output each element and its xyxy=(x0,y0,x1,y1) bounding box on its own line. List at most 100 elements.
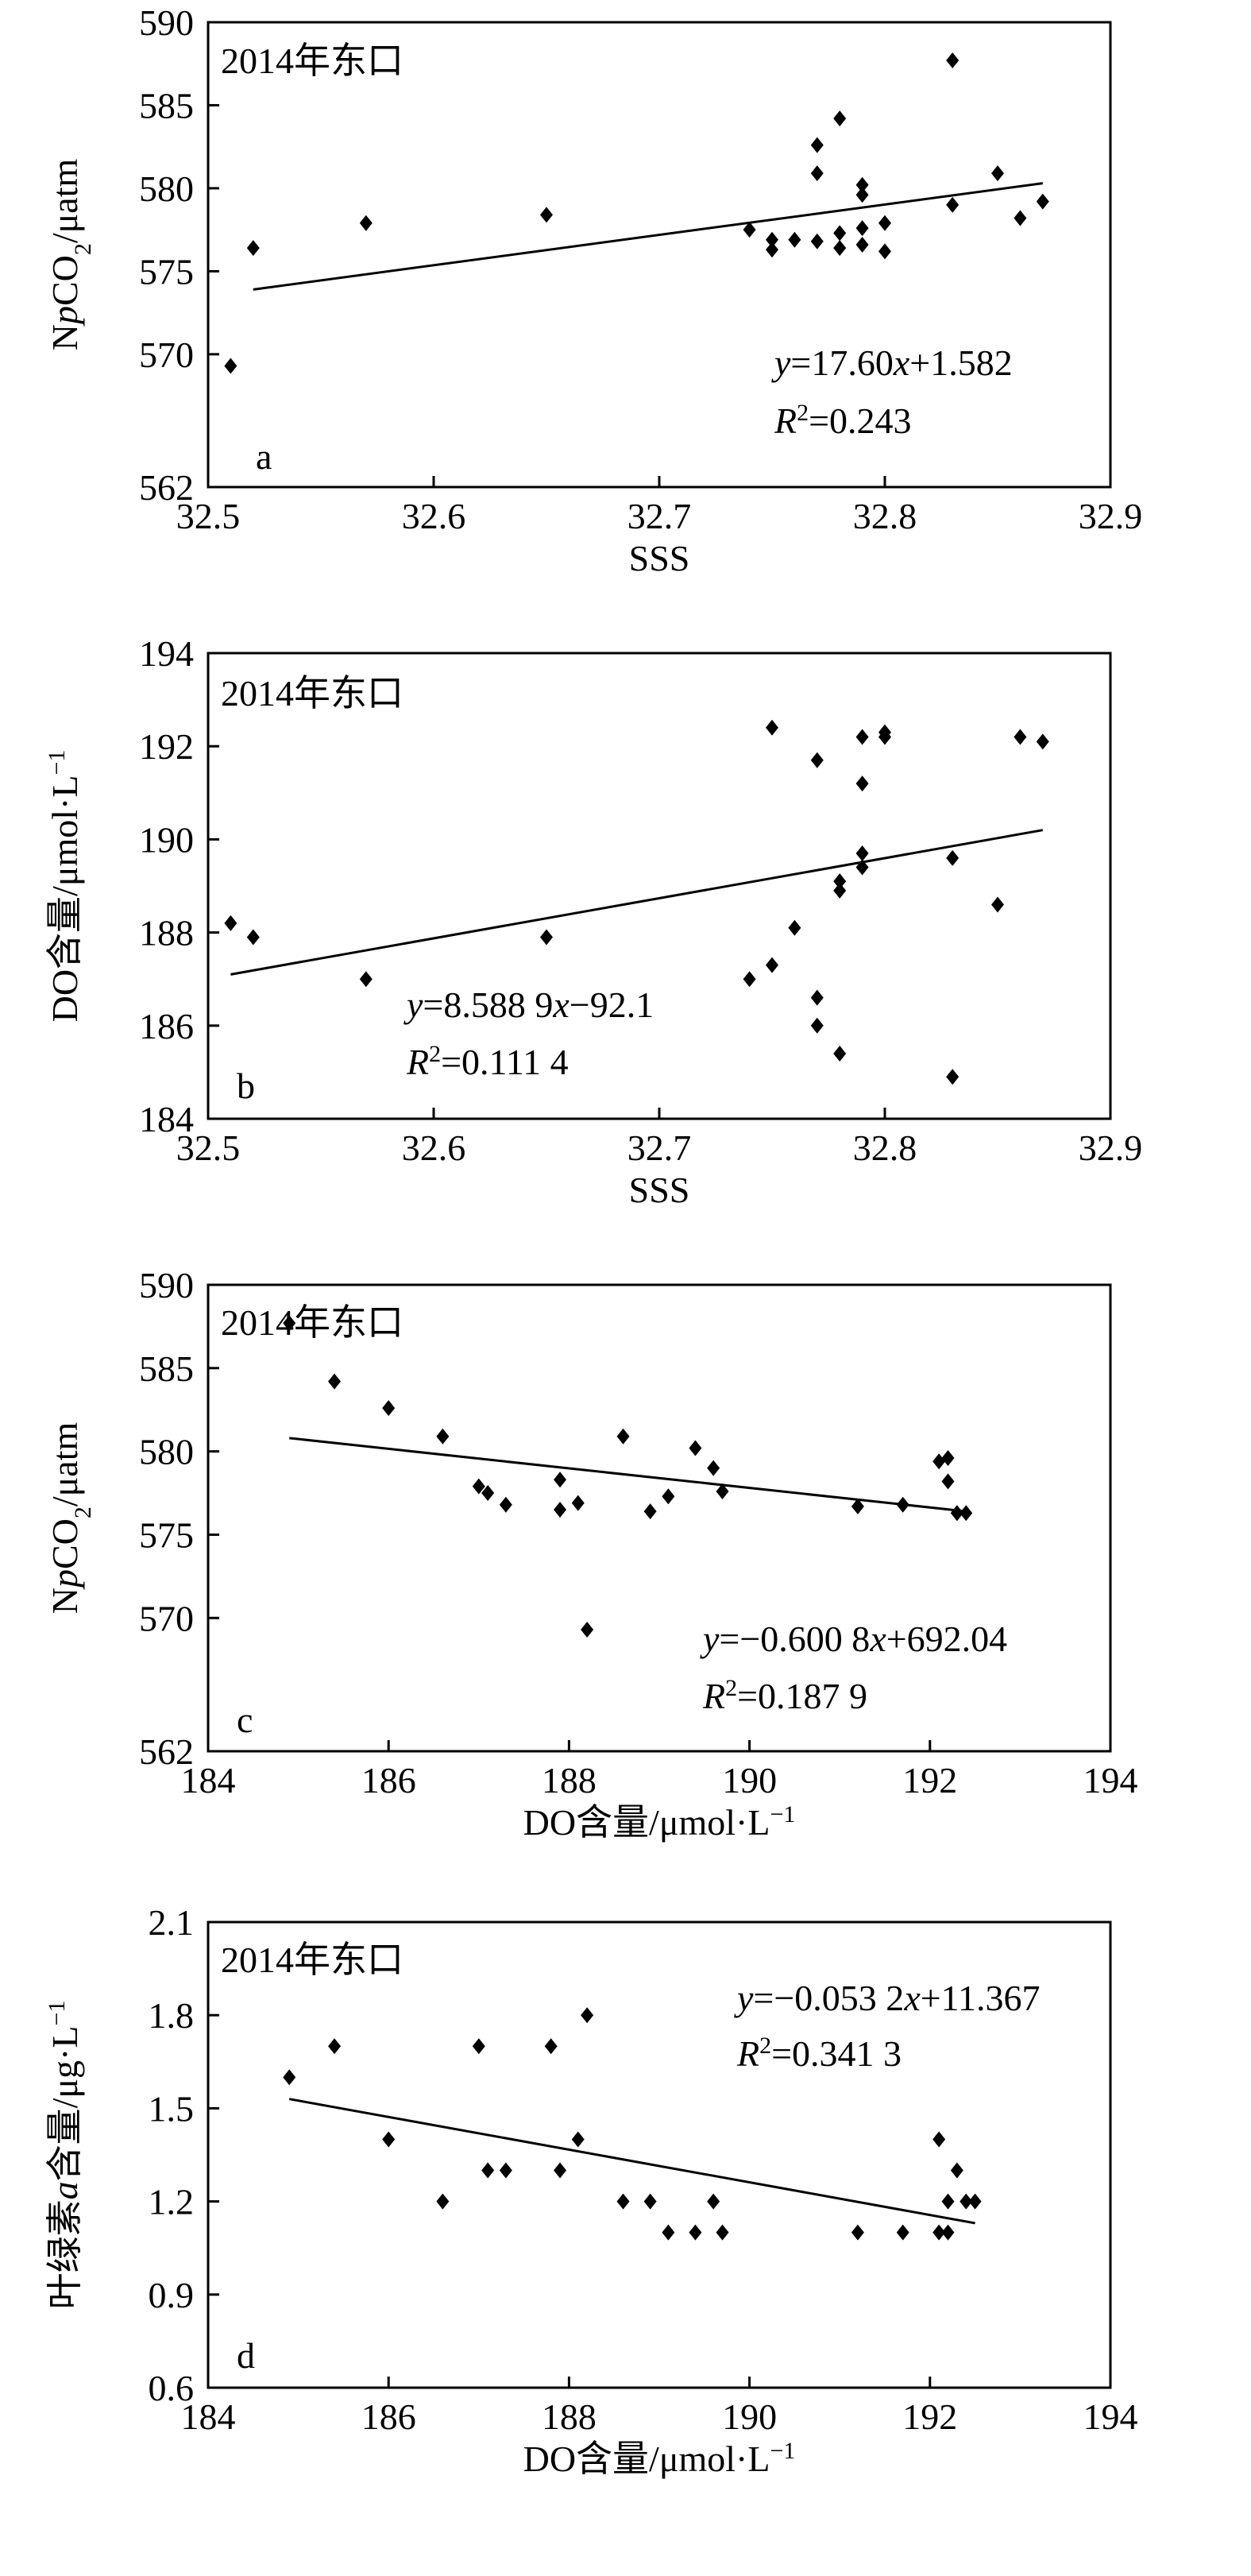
data-point xyxy=(662,2224,675,2241)
data-point xyxy=(855,776,869,792)
data-point xyxy=(788,919,801,936)
data-point xyxy=(643,1503,657,1520)
x-tick-label: 190 xyxy=(722,2396,777,2437)
data-point xyxy=(1014,210,1027,226)
trend-line xyxy=(230,829,1044,976)
data-point xyxy=(766,719,778,736)
x-tick-label: 32.5 xyxy=(176,496,241,536)
x-axis-title: SSS xyxy=(629,1170,690,1210)
data-point xyxy=(810,165,824,182)
plot-frame xyxy=(207,21,1112,489)
data-point xyxy=(472,1478,485,1495)
data-point xyxy=(855,176,869,193)
panel-title: 2014年东口 xyxy=(221,1940,403,1980)
data-point xyxy=(1036,733,1049,750)
data-point xyxy=(941,1450,955,1467)
y-tick-label: 590 xyxy=(139,1265,194,1305)
data-point xyxy=(950,1505,963,1522)
data-point xyxy=(554,2162,567,2179)
data-point xyxy=(283,2069,296,2086)
data-point xyxy=(554,1502,567,1518)
y-tick-label: 1.8 xyxy=(149,1995,195,2036)
y-tick-label: 1.5 xyxy=(149,2088,195,2129)
panel-letter: a xyxy=(256,436,272,477)
data-point xyxy=(224,358,237,374)
x-tick-label: 190 xyxy=(722,1760,777,1800)
data-points xyxy=(283,2007,982,2241)
data-point xyxy=(991,165,1004,182)
data-point xyxy=(941,1473,955,1490)
y-tick-label: 585 xyxy=(139,1348,194,1389)
plot-frame xyxy=(207,652,1112,1120)
data-point xyxy=(643,2193,657,2210)
data-point xyxy=(959,1505,973,1522)
data-point xyxy=(896,2224,909,2241)
plot-frame xyxy=(207,1283,1112,1753)
data-point xyxy=(810,1017,824,1034)
data-point xyxy=(481,2162,495,2179)
data-point xyxy=(878,243,891,260)
panel-title: 2014年东口 xyxy=(221,673,403,714)
y-tick-label: 188 xyxy=(139,913,194,953)
data-point xyxy=(833,225,847,242)
panel-title: 2014年东口 xyxy=(221,1302,403,1343)
data-point xyxy=(436,1428,450,1445)
y-axis-title: DO含量/μmol·L−1 xyxy=(44,750,86,1023)
data-point xyxy=(950,2162,963,2179)
trend-line xyxy=(288,2098,975,2225)
data-point xyxy=(766,957,778,973)
data-point xyxy=(616,2193,630,2210)
data-point xyxy=(540,929,553,946)
y-tick-label: 0.6 xyxy=(149,2368,195,2408)
y-axis-title: NpCO2/μatm xyxy=(44,159,96,351)
data-point xyxy=(581,2007,594,2024)
data-points xyxy=(283,1315,973,1638)
data-point xyxy=(946,52,959,69)
data-point xyxy=(833,110,847,127)
panel-b: 32.5 32.6 32.7 32.8 32.9 184 186 188 190 192 194 SS… xyxy=(44,633,1143,1210)
data-point xyxy=(968,2193,982,2210)
data-point xyxy=(540,207,553,223)
x-tick-label: 32.8 xyxy=(853,496,917,536)
data-point xyxy=(246,240,260,257)
x-tick-label: 32.6 xyxy=(402,1127,466,1168)
data-point xyxy=(472,2038,485,2055)
data-point xyxy=(544,2038,558,2055)
trend-line xyxy=(253,182,1044,291)
x-tick-label: 32.5 xyxy=(176,1127,241,1168)
y-tick-label: 575 xyxy=(139,1514,194,1555)
data-point xyxy=(833,1045,847,1062)
y-tick-label: 0.9 xyxy=(149,2275,195,2315)
regression-equation: y=−0.600 8x+692.04 xyxy=(700,1619,1007,1659)
y-axis-title: 叶绿素a含量/μg·L−1 xyxy=(44,2001,86,2310)
data-point xyxy=(855,187,869,203)
regression-equation: y=17.60x+1.582 xyxy=(771,342,1013,383)
x-axis-title: DO含量/μmol·L−1 xyxy=(523,2438,796,2480)
data-point xyxy=(581,1621,594,1638)
data-point xyxy=(283,1315,296,1332)
x-tick-label: 194 xyxy=(1083,2396,1138,2437)
data-point xyxy=(932,1453,946,1470)
data-point xyxy=(328,1373,342,1390)
x-tick-label: 184 xyxy=(181,2396,236,2437)
data-point xyxy=(499,2162,512,2179)
data-point xyxy=(855,729,869,745)
x-tick-label: 32.7 xyxy=(627,1127,692,1168)
x-tick-label: 184 xyxy=(181,1760,236,1800)
data-point xyxy=(833,882,847,899)
data-point xyxy=(896,1496,909,1513)
data-point xyxy=(1014,729,1027,745)
y-tick-label: 562 xyxy=(139,1731,194,1772)
data-points xyxy=(224,52,1049,374)
x-axis-title: DO含量/μmol·L−1 xyxy=(523,1801,796,1843)
y-tick-label: 192 xyxy=(139,726,194,767)
y-tick-label: 184 xyxy=(139,1099,194,1139)
data-point xyxy=(707,1460,720,1476)
r-squared: R2=0.111 4 xyxy=(406,1041,569,1083)
y-tick-label: 590 xyxy=(139,2,194,43)
x-tick-label: 32.8 xyxy=(853,1127,917,1168)
data-point xyxy=(878,215,891,231)
data-point xyxy=(810,989,824,1006)
data-point xyxy=(382,1400,396,1417)
data-point xyxy=(436,2193,450,2210)
